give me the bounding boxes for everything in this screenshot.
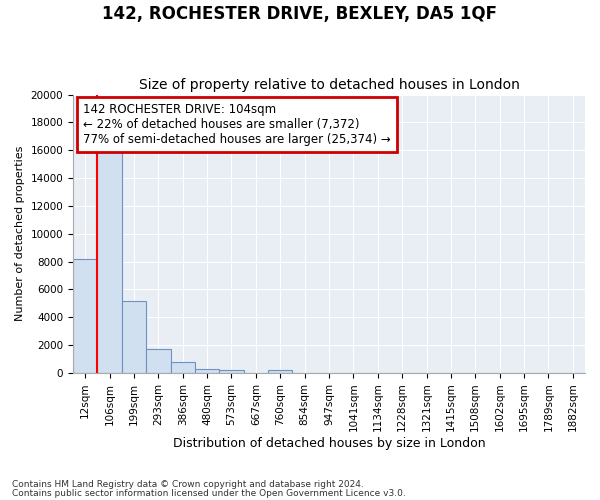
Bar — [122, 300, 146, 373]
Text: 142, ROCHESTER DRIVE, BEXLEY, DA5 1QF: 142, ROCHESTER DRIVE, BEXLEY, DA5 1QF — [103, 5, 497, 23]
Bar — [146, 348, 170, 373]
Bar — [170, 362, 195, 373]
X-axis label: Distribution of detached houses by size in London: Distribution of detached houses by size … — [173, 437, 485, 450]
Bar — [97, 142, 122, 373]
Bar — [268, 370, 292, 373]
Text: Contains public sector information licensed under the Open Government Licence v3: Contains public sector information licen… — [12, 488, 406, 498]
Title: Size of property relative to detached houses in London: Size of property relative to detached ho… — [139, 78, 520, 92]
Text: Contains HM Land Registry data © Crown copyright and database right 2024.: Contains HM Land Registry data © Crown c… — [12, 480, 364, 489]
Bar — [195, 369, 220, 373]
Bar — [220, 370, 244, 373]
Text: 142 ROCHESTER DRIVE: 104sqm
← 22% of detached houses are smaller (7,372)
77% of : 142 ROCHESTER DRIVE: 104sqm ← 22% of det… — [83, 103, 391, 146]
Y-axis label: Number of detached properties: Number of detached properties — [15, 146, 25, 322]
Bar — [73, 259, 97, 373]
